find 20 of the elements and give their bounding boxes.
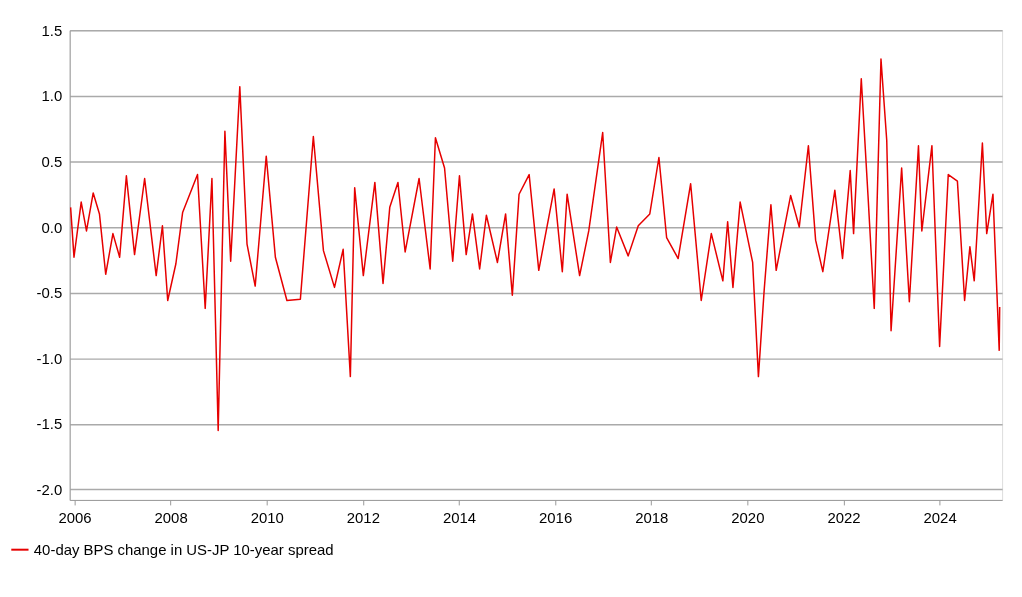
x-tick-label: 2006 bbox=[58, 509, 92, 527]
x-tick-label: 2016 bbox=[539, 509, 573, 527]
line-series bbox=[69, 58, 1001, 432]
y-tick-label: 0.5 bbox=[41, 152, 63, 170]
x-tick-label: 2018 bbox=[635, 509, 669, 527]
y-tick-label: -2.0 bbox=[36, 480, 63, 498]
legend-label: 40-day BPS change in US-JP 10-year spread bbox=[33, 540, 334, 558]
x-tick-label: 2012 bbox=[346, 509, 380, 527]
x-tick-label: 2014 bbox=[442, 509, 477, 527]
y-tick-label: 1.5 bbox=[41, 21, 63, 39]
x-tick-label: 2010 bbox=[250, 509, 284, 527]
x-tick-label: 2024 bbox=[923, 509, 957, 527]
x-tick-label: 2008 bbox=[154, 509, 188, 527]
y-tick-label: 0.0 bbox=[41, 218, 63, 236]
x-tick-label: 2020 bbox=[731, 509, 765, 527]
y-tick-label: -1.5 bbox=[36, 415, 63, 433]
x-tick-label: 2022 bbox=[827, 509, 861, 527]
y-tick-label: 1.0 bbox=[41, 87, 63, 105]
y-tick-label: -1.0 bbox=[36, 349, 63, 367]
y-tick-label: -0.5 bbox=[36, 284, 63, 302]
